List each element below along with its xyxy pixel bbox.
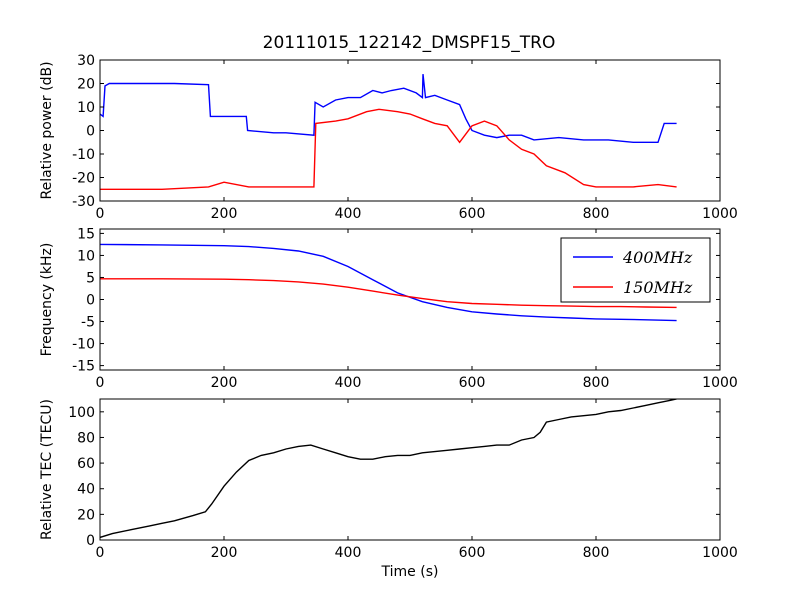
y-tick-label: -30 [72, 194, 95, 210]
x-tick-label: 1000 [702, 206, 738, 222]
y-tick-label: 15 [77, 226, 95, 242]
series-frequency-150mhz [100, 278, 677, 309]
series-tec-black [100, 399, 677, 539]
x-tick-label: 600 [459, 206, 486, 222]
legend-label: 150MHz [623, 278, 693, 297]
x-tick-label: 800 [583, 545, 610, 561]
series-power-red [100, 108, 677, 191]
x-tick-label: 400 [335, 545, 362, 561]
x-tick-label: 600 [459, 375, 486, 391]
x-tick-label: 200 [211, 375, 238, 391]
y-tick-label: -20 [72, 171, 95, 187]
panel-power: 0 200 400 600 800 1000 -30 -20 -10 0 10 20 30 Relativ… [39, 53, 738, 222]
legend-box [560, 237, 711, 303]
x-tick-label: 0 [96, 545, 105, 561]
y-tick-label: 60 [77, 456, 95, 472]
x-tick-label: 800 [583, 375, 610, 391]
y-tick-label: 80 [77, 430, 95, 446]
y-axis-label: Relative TEC (TECU) [39, 399, 55, 540]
panel-tec: 0 200 400 600 800 1000 0 20 40 60 80 100 Relative TE… [39, 398, 738, 580]
y-tick-label: 0 [86, 533, 95, 549]
y-axis-label: Frequency (kHz) [39, 243, 55, 357]
legend: 400MHz 150MHz [560, 237, 711, 303]
x-tick-label: 400 [335, 206, 362, 222]
x-tick-label: 200 [211, 206, 238, 222]
x-axis-label: Time (s) [381, 564, 439, 580]
plot-frame [99, 59, 721, 202]
y-tick-label: -15 [72, 359, 95, 375]
y-tick-label: 20 [77, 77, 95, 93]
y-tick-label: -10 [72, 147, 95, 163]
y-tick-label: 5 [86, 270, 95, 286]
x-tick-label: 200 [211, 545, 238, 561]
y-tick-label: 100 [68, 405, 95, 421]
y-tick-label: 10 [77, 248, 95, 264]
x-tick-label: 0 [96, 206, 105, 222]
x-tick-label: 1000 [702, 375, 738, 391]
y-tick-label: 40 [77, 482, 95, 498]
series-power-blue [100, 74, 677, 144]
panel-frequency: 0 200 400 600 800 1000 -15 -10 -5 0 5 10 15 Frequency… [39, 226, 738, 391]
x-tick-label: 0 [96, 375, 105, 391]
x-tick-label: 1000 [702, 545, 738, 561]
y-tick-label: 10 [77, 100, 95, 116]
x-tick-label: 800 [583, 206, 610, 222]
y-tick-label: 20 [77, 507, 95, 523]
y-tick-label: -10 [72, 337, 95, 353]
y-tick-label: -5 [81, 315, 95, 331]
y-axis-label: Relative power (dB) [39, 61, 55, 199]
x-tick-label: 600 [459, 545, 486, 561]
x-tick-label: 400 [335, 375, 362, 391]
series-frequency-400mhz [100, 243, 677, 322]
y-tick-label: 30 [77, 53, 95, 69]
y-tick-label: 0 [86, 293, 95, 309]
plot-frame [99, 398, 721, 541]
legend-label: 400MHz [622, 248, 693, 267]
figure-title: 20111015_122142_DMSPF15_TRO [263, 33, 556, 53]
y-tick-label: 0 [86, 124, 95, 140]
